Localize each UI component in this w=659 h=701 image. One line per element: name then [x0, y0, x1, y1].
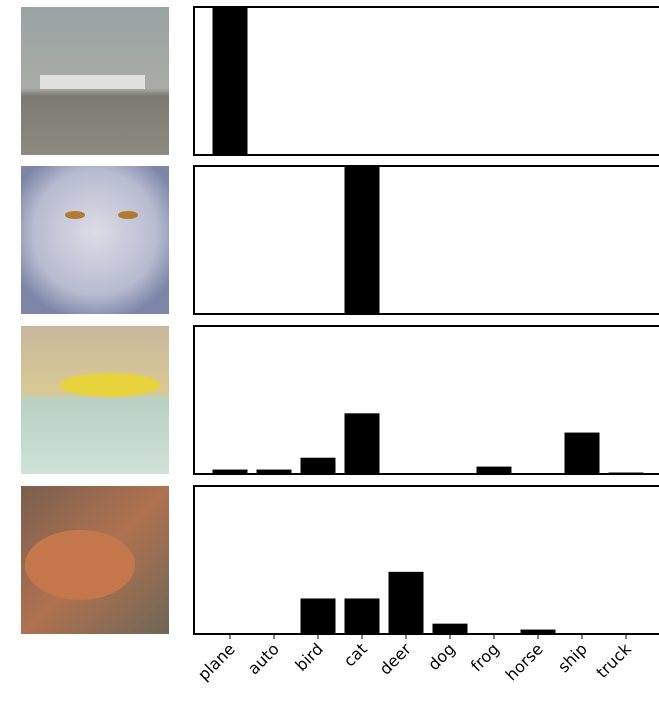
image-detail	[25, 530, 135, 600]
bar	[345, 166, 380, 314]
x-tick-label: auto	[244, 639, 283, 678]
bar	[257, 470, 292, 474]
bar	[477, 467, 512, 474]
x-tick-label: cat	[340, 639, 371, 670]
bar	[565, 433, 600, 474]
bar	[213, 7, 248, 155]
x-tick-label: plane	[194, 639, 239, 684]
x-tick-label: deer	[376, 639, 415, 678]
plot-frame	[194, 7, 659, 155]
thumbnails	[21, 7, 169, 634]
bar	[301, 598, 336, 634]
figure: planeautobirdcatdeerdogfroghorseshiptruc…	[0, 0, 659, 701]
bar	[213, 470, 248, 474]
bar	[609, 473, 644, 474]
image-detail	[65, 211, 85, 219]
image-detail	[118, 211, 138, 219]
image-detail	[40, 75, 145, 89]
plot-frame	[194, 166, 659, 314]
plot-frame	[194, 486, 659, 634]
x-tick-label: bird	[291, 639, 326, 674]
bar	[345, 598, 380, 634]
image-detail	[60, 373, 160, 397]
bar	[301, 458, 336, 474]
x-tick-label: truck	[592, 639, 635, 682]
x-tick-label: frog	[467, 639, 503, 675]
bar	[389, 572, 424, 634]
bar	[345, 413, 380, 474]
x-tick-label: horse	[502, 639, 547, 684]
x-tick-label: dog	[424, 639, 459, 674]
bar	[521, 630, 556, 634]
bar	[433, 624, 468, 634]
image	[21, 326, 169, 474]
image	[21, 166, 169, 314]
x-tick-label: ship	[554, 639, 591, 676]
